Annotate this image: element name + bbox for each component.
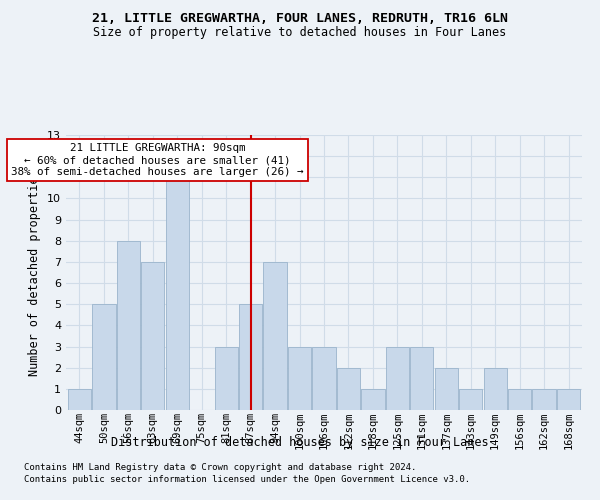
Bar xyxy=(557,389,580,410)
Bar xyxy=(313,346,335,410)
Bar xyxy=(410,346,433,410)
Text: Distribution of detached houses by size in Four Lanes: Distribution of detached houses by size … xyxy=(111,436,489,449)
Text: Size of property relative to detached houses in Four Lanes: Size of property relative to detached ho… xyxy=(94,26,506,39)
Bar xyxy=(386,346,409,410)
Bar xyxy=(484,368,507,410)
Text: Contains public sector information licensed under the Open Government Licence v3: Contains public sector information licen… xyxy=(24,475,470,484)
Bar xyxy=(215,346,238,410)
Bar xyxy=(288,346,311,410)
Y-axis label: Number of detached properties: Number of detached properties xyxy=(28,169,41,376)
Text: Contains HM Land Registry data © Crown copyright and database right 2024.: Contains HM Land Registry data © Crown c… xyxy=(24,464,416,472)
Bar xyxy=(239,304,262,410)
Bar xyxy=(92,304,116,410)
Bar xyxy=(263,262,287,410)
Bar xyxy=(434,368,458,410)
Bar xyxy=(459,389,482,410)
Bar xyxy=(117,241,140,410)
Bar xyxy=(508,389,531,410)
Bar xyxy=(532,389,556,410)
Bar xyxy=(361,389,385,410)
Bar xyxy=(68,389,91,410)
Bar xyxy=(166,178,189,410)
Text: 21, LITTLE GREGWARTHA, FOUR LANES, REDRUTH, TR16 6LN: 21, LITTLE GREGWARTHA, FOUR LANES, REDRU… xyxy=(92,12,508,26)
Text: 21 LITTLE GREGWARTHA: 90sqm
← 60% of detached houses are smaller (41)
38% of sem: 21 LITTLE GREGWARTHA: 90sqm ← 60% of det… xyxy=(11,144,304,176)
Bar xyxy=(141,262,164,410)
Bar xyxy=(337,368,360,410)
